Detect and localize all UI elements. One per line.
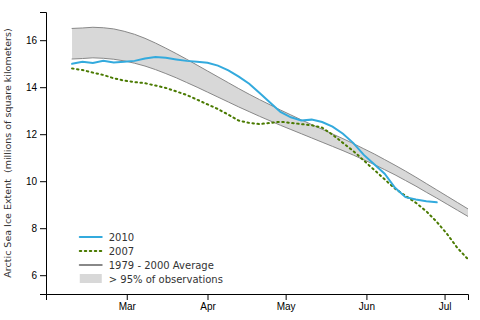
y-tick-mark	[40, 134, 46, 135]
range-band	[72, 27, 468, 216]
legend-label: 2010	[109, 232, 134, 243]
legend-label: > 95% of observations	[109, 274, 223, 285]
y-tick-mark	[40, 181, 46, 182]
chart: Mar Apr May Jun Jul 6 8 10 12 14 16 Arctic Sea Ice …	[0, 0, 480, 320]
x-tick: Jun	[359, 294, 375, 312]
y-axis: 6 8 10 12 14 16	[26, 13, 47, 295]
y-tick-label: 14	[26, 82, 38, 93]
legend-item: 2007	[80, 246, 134, 257]
x-tick-mark	[445, 294, 446, 300]
series-line	[72, 57, 437, 202]
x-tick-mark	[286, 294, 287, 300]
x-tick: Apr	[200, 294, 216, 312]
legend-label: 1979 - 2000 Average	[109, 260, 214, 271]
legend-swatch	[80, 274, 102, 283]
y-tick: 6	[31, 270, 46, 281]
y-tick: 14	[26, 82, 46, 93]
y-tick-label: 10	[26, 176, 38, 187]
y-tick-label: 6	[31, 270, 37, 281]
x-tick-label: Mar	[119, 301, 137, 312]
legend: 2010 2007 1979 - 2000 Average > 95% of obse…	[80, 232, 223, 285]
legend-item: 2010	[80, 232, 134, 243]
y-tick-mark	[40, 40, 46, 41]
legend-item: 1979 - 2000 Average	[80, 260, 214, 271]
y-tick: 8	[31, 223, 46, 234]
y-tick-mark	[40, 228, 46, 229]
legend-label: 2007	[109, 246, 134, 257]
y-tick-label: 16	[26, 35, 38, 46]
legend-swatch	[80, 250, 102, 252]
y-axis-title: Arctic Sea Ice Extent (millions of squar…	[2, 28, 13, 277]
y-axis-line	[40, 13, 47, 295]
legend-swatch	[80, 236, 102, 238]
x-tick: Mar	[119, 294, 137, 312]
plot-area	[72, 27, 468, 259]
x-tick: Jul	[439, 294, 452, 312]
x-axis: Mar Apr May Jun Jul	[47, 294, 469, 312]
x-tick-mark	[366, 294, 367, 300]
legend-item: > 95% of observations	[80, 274, 223, 285]
x-tick: May	[277, 294, 296, 312]
x-tick-mark	[127, 294, 128, 300]
x-tick-label: May	[277, 301, 296, 312]
y-tick-label: 8	[31, 223, 37, 234]
y-tick: 12	[26, 129, 46, 140]
x-tick-label: Apr	[200, 301, 216, 312]
x-tick-label: Jun	[359, 301, 375, 312]
legend-swatch	[80, 264, 102, 266]
y-tick-mark	[40, 87, 46, 88]
y-tick-mark	[40, 275, 46, 276]
y-tick: 10	[26, 176, 46, 187]
series-line	[72, 68, 468, 259]
y-tick-label: 12	[26, 129, 38, 140]
y-tick: 16	[26, 35, 46, 46]
x-tick-mark	[208, 294, 209, 300]
x-axis-line	[47, 295, 469, 301]
x-tick-label: Jul	[439, 301, 452, 312]
